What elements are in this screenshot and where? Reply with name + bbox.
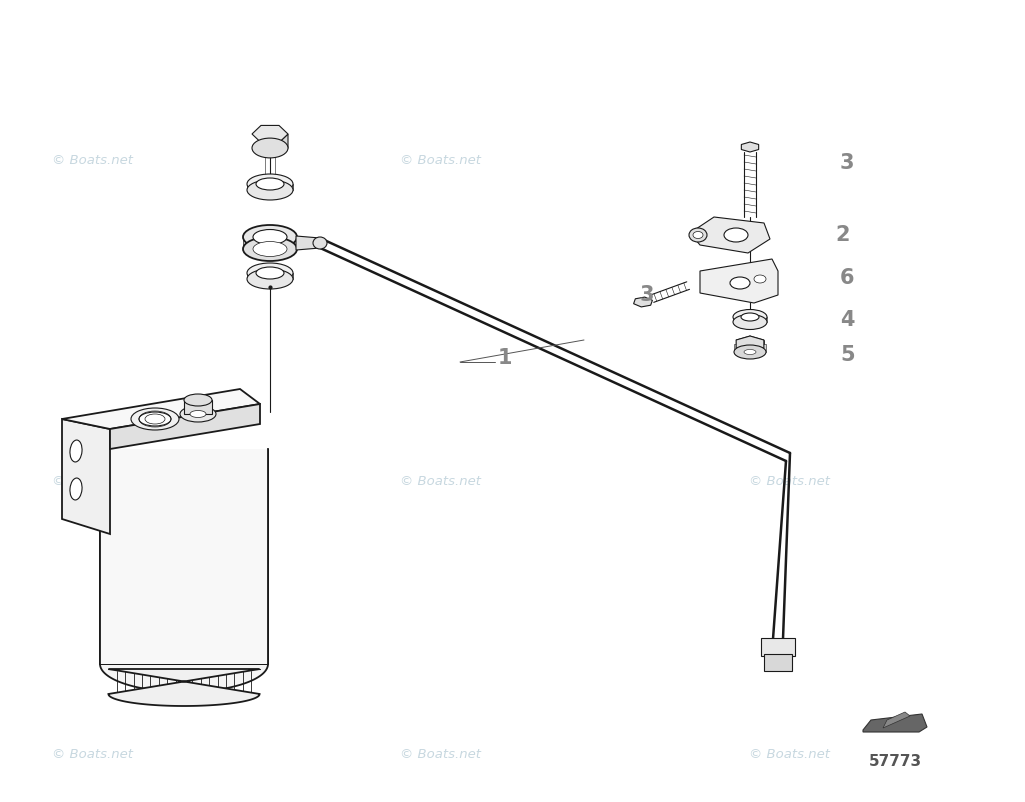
Ellipse shape <box>741 314 758 322</box>
Text: © Boats.net: © Boats.net <box>748 747 830 760</box>
Ellipse shape <box>733 310 767 325</box>
Text: 2: 2 <box>835 225 850 245</box>
Text: © Boats.net: © Boats.net <box>400 154 482 167</box>
Polygon shape <box>62 390 260 429</box>
Polygon shape <box>736 337 764 353</box>
Ellipse shape <box>243 225 297 249</box>
Polygon shape <box>247 184 293 191</box>
Polygon shape <box>100 449 268 664</box>
Text: 1: 1 <box>498 347 512 367</box>
Ellipse shape <box>247 264 293 284</box>
Polygon shape <box>184 400 212 415</box>
Polygon shape <box>863 714 927 732</box>
Text: 3: 3 <box>640 285 655 305</box>
Ellipse shape <box>256 268 284 280</box>
Ellipse shape <box>70 440 82 463</box>
Text: © Boats.net: © Boats.net <box>400 475 482 488</box>
Ellipse shape <box>139 412 171 427</box>
Ellipse shape <box>693 233 703 239</box>
Text: © Boats.net: © Boats.net <box>51 154 133 167</box>
Polygon shape <box>741 143 758 153</box>
Polygon shape <box>700 260 778 304</box>
Polygon shape <box>243 237 297 249</box>
Ellipse shape <box>744 350 756 355</box>
Polygon shape <box>100 664 268 692</box>
Ellipse shape <box>724 229 748 243</box>
FancyBboxPatch shape <box>764 654 792 671</box>
Ellipse shape <box>247 175 293 195</box>
Polygon shape <box>296 237 320 251</box>
Text: 6: 6 <box>840 268 855 288</box>
Ellipse shape <box>734 346 766 359</box>
Polygon shape <box>633 298 652 307</box>
Ellipse shape <box>70 479 82 500</box>
Text: © Boats.net: © Boats.net <box>51 747 133 760</box>
Ellipse shape <box>689 229 707 243</box>
Polygon shape <box>110 404 260 449</box>
Polygon shape <box>734 345 766 353</box>
Ellipse shape <box>256 179 284 191</box>
Ellipse shape <box>131 408 179 431</box>
Polygon shape <box>252 126 288 144</box>
Text: © Boats.net: © Boats.net <box>51 475 133 488</box>
Ellipse shape <box>252 139 288 159</box>
Text: © Boats.net: © Boats.net <box>400 747 482 760</box>
Ellipse shape <box>253 230 287 245</box>
Ellipse shape <box>313 237 327 249</box>
Text: © Boats.net: © Boats.net <box>748 475 830 488</box>
Ellipse shape <box>733 315 767 330</box>
Polygon shape <box>733 318 767 322</box>
Ellipse shape <box>253 242 287 257</box>
Text: 4: 4 <box>840 310 855 330</box>
Polygon shape <box>883 712 910 728</box>
Ellipse shape <box>730 277 750 290</box>
Polygon shape <box>690 217 770 253</box>
Ellipse shape <box>243 237 297 261</box>
Polygon shape <box>62 419 110 534</box>
Ellipse shape <box>247 180 293 200</box>
Ellipse shape <box>180 407 216 423</box>
Ellipse shape <box>184 395 212 407</box>
Ellipse shape <box>190 411 206 418</box>
Polygon shape <box>279 135 288 157</box>
Ellipse shape <box>247 269 293 290</box>
FancyBboxPatch shape <box>761 638 795 656</box>
Text: 5: 5 <box>840 345 855 365</box>
Text: 3: 3 <box>840 153 855 172</box>
Ellipse shape <box>754 276 766 284</box>
Polygon shape <box>109 669 259 706</box>
Text: 57773: 57773 <box>868 754 921 768</box>
Polygon shape <box>247 273 293 280</box>
